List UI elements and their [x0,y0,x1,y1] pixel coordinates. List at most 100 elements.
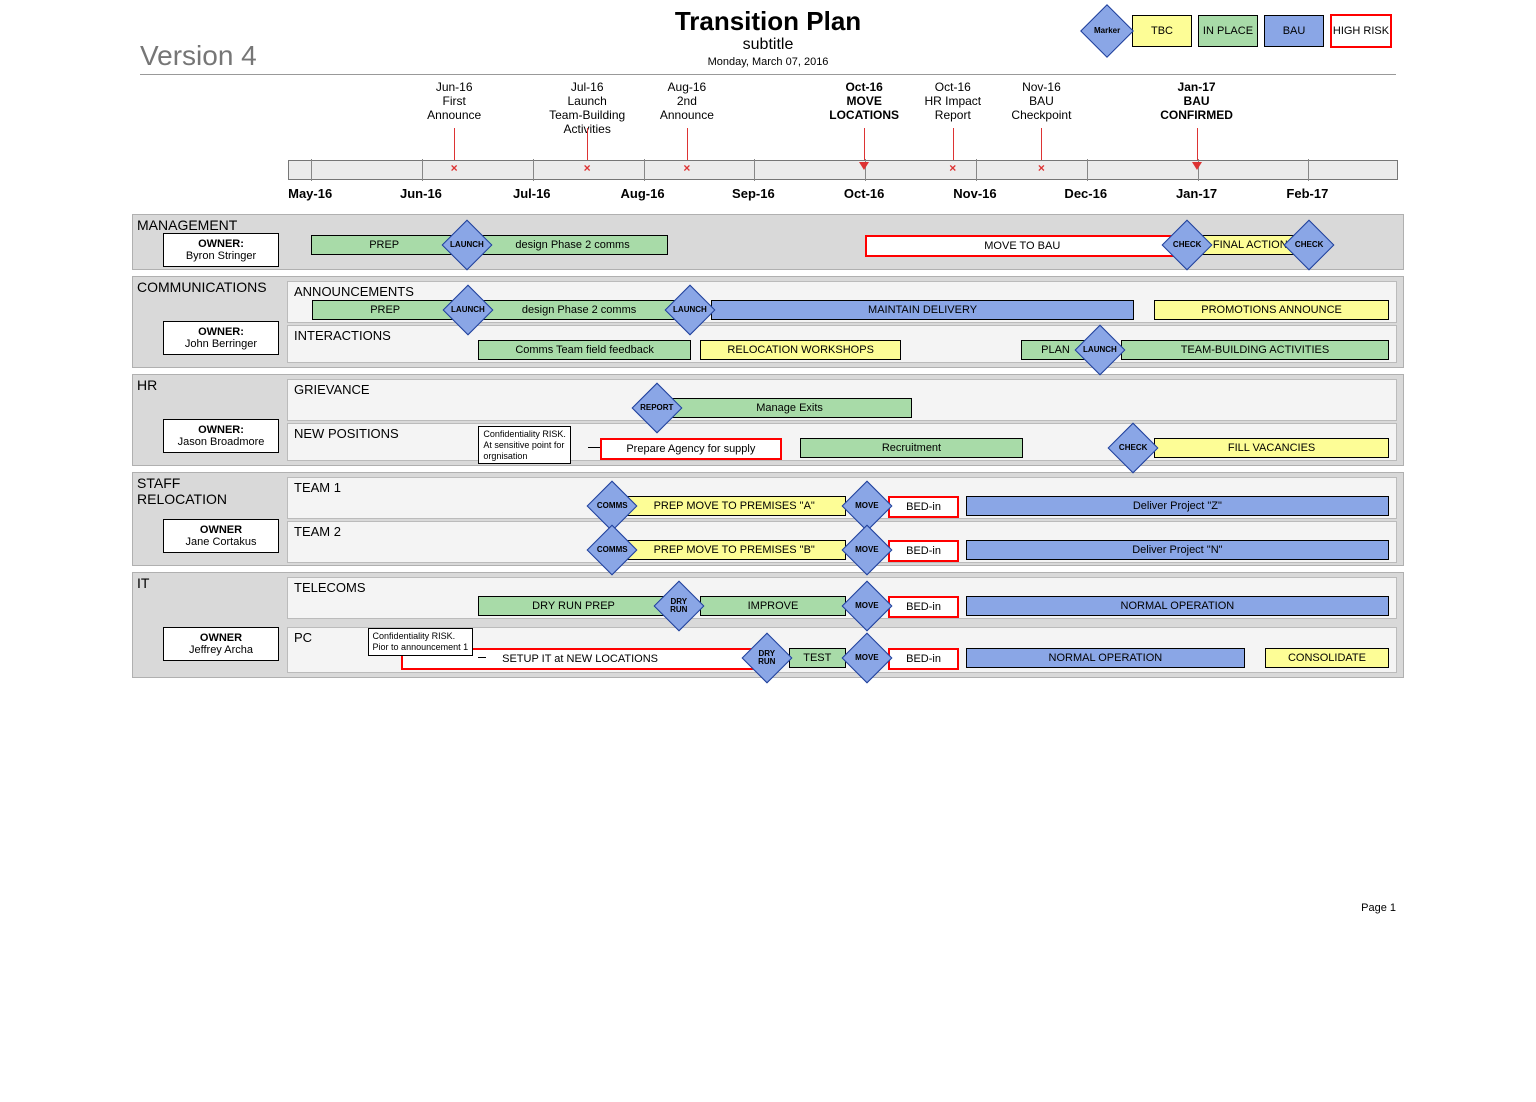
sub-lane: INTERACTIONS Comms Team field feedback REL… [287,325,1397,363]
milestone-label: Jun-16First Announce [399,80,509,122]
gantt-bar: BED-in [888,648,958,670]
legend-marker: Marker [1080,4,1134,58]
milestone-x-icon: × [451,161,458,175]
milestone-connector [1041,128,1042,160]
sub-lane-title: PC [294,630,312,645]
gantt-bar: TEAM-BUILDING ACTIVITIES [1121,340,1389,360]
swimlane: COMMUNICATIONSOWNER:John BerringerANNOUN… [132,276,1404,368]
milestone-diamond: CHECK [1284,220,1335,271]
milestone-diamond: CHECK [1108,423,1159,474]
legend-inplace: IN PLACE [1198,15,1258,47]
swimlane-title: HR [137,377,157,393]
month-label: Aug-16 [621,186,665,201]
month-label: Dec-16 [1064,186,1107,201]
gantt-bar: BED-in [888,540,958,562]
milestone-x-icon: × [949,161,956,175]
gantt-bar: Comms Team field feedback [478,340,691,360]
note-connector [588,447,600,448]
gantt-bar: PROMOTIONS ANNOUNCE [1154,300,1389,320]
milestone-connector [587,128,588,160]
milestone-diamond: MOVE [842,633,893,684]
timeline-tick [422,159,423,181]
milestone-diamond: MOVE [842,581,893,632]
milestone-label: Aug-162nd Announce [632,80,742,122]
owner-box: OWNERJeffrey Archa [163,627,279,661]
gantt-bar: PREP [311,235,457,255]
milestone-connector [864,128,865,160]
callout-note: Confidentiality RISK.At sensitive point … [478,426,571,464]
milestone-connector [953,128,954,160]
gantt-bar: Prepare Agency for supply [600,438,781,460]
swimlane: MANAGEMENTOWNER:Byron StringerPREPdesign… [132,214,1404,270]
timeline-tick [1087,159,1088,181]
gantt-bar: BED-in [888,496,958,518]
page-number: Page 1 [1361,902,1396,914]
milestone-x-icon: × [683,161,690,175]
gantt-bar: FILL VACANCIES [1154,438,1389,458]
swimlane-title: COMMUNICATIONS [137,279,267,295]
milestone-label: Jan-17BAU CONFIRMED [1142,80,1252,122]
gantt-bar: MOVE TO BAU [865,235,1179,257]
sub-lane-title: INTERACTIONS [294,328,391,343]
milestone-x-icon: × [1038,161,1045,175]
swimlane-title: STAFF RELOCATION [137,475,267,507]
sub-lane-title: NEW POSITIONS [294,426,399,441]
timeline-tick [533,159,534,181]
gantt-bar: Deliver Project "N" [966,540,1389,560]
milestone-diamond: MOVE [842,525,893,576]
month-label: Jul-16 [513,186,551,201]
gantt-bar: Manage Exits [667,398,913,418]
gantt-bar: NORMAL OPERATION [966,596,1389,616]
gantt-bar: design Phase 2 comms [478,300,679,320]
gantt-bar: DRY RUN PREP [478,596,668,616]
month-label: Jan-17 [1176,186,1217,201]
sub-lane: TELECOMS DRY RUN PREP IMPROVE BED-in NORMAL … [287,577,1397,619]
legend-highrisk: HIGH RISK [1330,14,1392,48]
gantt-bar: IMPROVE [700,596,846,616]
milestone-x-icon: × [584,161,591,175]
milestone-diamond: LAUNCH [442,220,493,271]
month-label: Nov-16 [953,186,996,201]
milestone-label: Nov-16BAU Checkpoint [986,80,1096,122]
milestone-connector [687,128,688,160]
month-label: May-16 [288,186,332,201]
milestone-diamond: CHECK [1162,220,1213,271]
legend-tbc: TBC [1132,15,1192,47]
owner-box: OWNERJane Cortakus [163,519,279,553]
swimlane: STAFF RELOCATIONOWNERJane CortakusTEAM 1… [132,472,1404,566]
legend-marker-label: Marker [1094,27,1120,35]
milestone-connector [454,128,455,160]
month-label: Jun-16 [400,186,442,201]
sub-lane: ANNOUNCEMENTSPREP design Phase 2 comms MAI… [287,281,1397,323]
sub-lane-title: GRIEVANCE [294,382,370,397]
swimlane-title: MANAGEMENT [137,217,237,233]
gantt-bar: Deliver Project "Z" [966,496,1389,516]
swimlane-title: IT [137,575,149,591]
gantt-bar: design Phase 2 comms [477,235,667,255]
gantt-bar: BED-in [888,596,958,618]
milestone-connector [1197,128,1198,160]
gantt-bar: TEST [789,648,846,668]
sub-lane: GRIEVANCEManage ExitsREPORT [287,379,1397,421]
sub-lane: NEW POSITIONSPrepare Agency for supplyRe… [287,423,1397,461]
milestone-diamond: LAUNCH [1074,325,1125,376]
gantt-bar: PREP MOVE TO PREMISES "B" [622,540,846,560]
swimlane: IT OWNERJeffrey Archa TELECOMS DRY RUN PREP… [132,572,1404,678]
sub-lane-title: TELECOMS [294,580,366,595]
milestone-diamond: COMMS [587,525,638,576]
gantt-bar: PREP MOVE TO PREMISES "A" [622,496,846,516]
sub-lane-title: ANNOUNCEMENTS [294,284,414,299]
owner-box: OWNER:Jason Broadmore [163,419,279,453]
gantt-bar: RELOCATION WORKSHOPS [700,340,901,360]
swimlane: HR OWNER:Jason Broadmore GRIEVANCE Manage E… [132,374,1404,466]
legend: Marker TBC IN PLACE BAU HIGH RISK [1088,12,1392,50]
timeline-tick [754,159,755,181]
gantt-bar: CONSOLIDATE [1265,648,1389,668]
note-connector [478,657,486,658]
gantt-bar: MAINTAIN DELIVERY [711,300,1134,320]
milestone-arrow-icon [1192,162,1202,170]
gantt-bar: PREP [312,300,458,320]
sub-lane-title: TEAM 2 [294,524,341,539]
milestone-diamond: DRY RUN [653,581,704,632]
page-date: Monday, March 07, 2016 [128,56,1408,68]
